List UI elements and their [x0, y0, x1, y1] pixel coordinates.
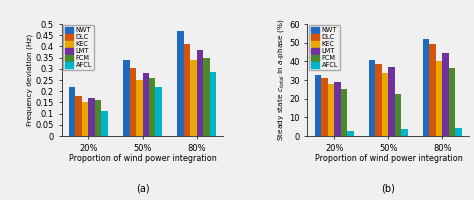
Bar — [388, 67, 395, 136]
Bar — [190, 60, 197, 136]
Bar — [401, 129, 408, 136]
Bar — [210, 72, 216, 136]
Bar — [183, 44, 190, 136]
Bar — [347, 131, 354, 136]
Bar — [123, 60, 129, 136]
Legend: NWT, DLC, KEC, LMT, FCM, AFCL: NWT, DLC, KEC, LMT, FCM, AFCL — [309, 25, 340, 70]
Bar — [375, 64, 382, 136]
Bar — [321, 78, 328, 136]
Bar — [177, 31, 183, 136]
Bar — [456, 128, 462, 136]
Bar — [82, 102, 89, 136]
Bar — [89, 98, 95, 136]
Bar — [395, 94, 401, 136]
Bar — [315, 75, 321, 136]
Bar — [155, 87, 162, 136]
Bar — [429, 44, 436, 136]
Bar — [95, 100, 101, 136]
Bar — [328, 84, 334, 136]
Bar — [436, 61, 442, 136]
Bar — [149, 78, 155, 136]
Bar — [334, 82, 341, 136]
Text: (a): (a) — [136, 183, 149, 193]
Text: (b): (b) — [382, 183, 395, 193]
Bar — [449, 68, 456, 136]
Bar — [136, 80, 143, 136]
Y-axis label: Steady state $c_{total}$ in $a$-phase (%): Steady state $c_{total}$ in $a$-phase (%… — [276, 19, 286, 141]
Bar — [197, 50, 203, 136]
Bar — [143, 73, 149, 136]
Bar — [75, 96, 82, 136]
Bar — [101, 111, 108, 136]
Bar — [423, 39, 429, 136]
Bar — [382, 73, 388, 136]
Legend: NWT, DLC, KEC, LMT, FCM, AFCL: NWT, DLC, KEC, LMT, FCM, AFCL — [63, 25, 94, 70]
Bar — [203, 58, 210, 136]
X-axis label: Proportion of wind power integration: Proportion of wind power integration — [315, 154, 462, 163]
Bar — [369, 60, 375, 136]
X-axis label: Proportion of wind power integration: Proportion of wind power integration — [69, 154, 216, 163]
Bar — [69, 87, 75, 136]
Bar — [442, 53, 449, 136]
Bar — [341, 89, 347, 136]
Y-axis label: Frequency deviation (Hz): Frequency deviation (Hz) — [26, 34, 33, 126]
Bar — [129, 68, 136, 136]
